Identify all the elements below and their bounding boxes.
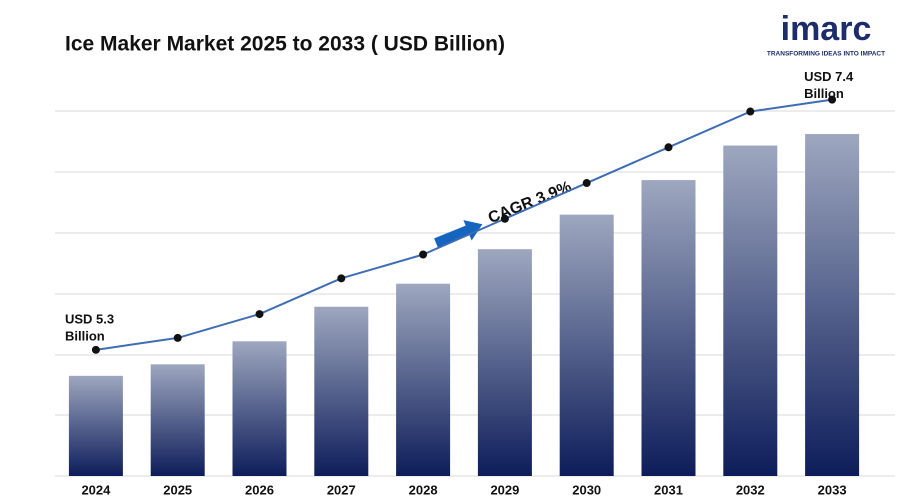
start-label: Billion bbox=[65, 328, 105, 343]
trend-point bbox=[828, 95, 837, 104]
trend-point bbox=[664, 143, 673, 152]
x-tick-label: 2026 bbox=[245, 482, 274, 497]
bar bbox=[477, 249, 532, 476]
trend-line bbox=[95, 98, 833, 351]
bar bbox=[314, 306, 369, 476]
bar bbox=[805, 134, 860, 477]
trend-point bbox=[91, 345, 100, 354]
bar bbox=[723, 145, 778, 476]
trend-point bbox=[500, 214, 509, 223]
x-tick-label: 2030 bbox=[572, 482, 601, 497]
start-label: USD 5.3 bbox=[65, 311, 114, 326]
trend-point bbox=[582, 179, 591, 188]
cagr-arrow bbox=[434, 220, 483, 248]
bar bbox=[232, 341, 287, 476]
trend-point bbox=[173, 333, 182, 342]
logo-tagline: TRANSFORMING IDEAS INTO IMPACT bbox=[767, 51, 885, 58]
chart-title: Ice Maker Market 2025 to 2033 ( USD Bill… bbox=[65, 33, 505, 56]
x-tick-label: 2027 bbox=[327, 482, 356, 497]
x-tick-label: 2032 bbox=[736, 482, 765, 497]
logo: imarc bbox=[781, 10, 872, 48]
x-tick-label: 2025 bbox=[163, 482, 192, 497]
bar bbox=[396, 283, 451, 476]
x-tick-label: 2024 bbox=[81, 482, 111, 497]
bar bbox=[68, 375, 123, 476]
trend-point bbox=[746, 107, 755, 116]
bar bbox=[559, 214, 614, 477]
bar bbox=[150, 364, 205, 476]
trend-point bbox=[337, 274, 346, 283]
end-label: Billion bbox=[804, 86, 844, 101]
x-tick-label: 2028 bbox=[409, 482, 438, 497]
trend-point bbox=[419, 250, 428, 259]
end-label: USD 7.4 bbox=[804, 69, 854, 84]
x-tick-label: 2029 bbox=[490, 482, 519, 497]
x-tick-label: 2033 bbox=[818, 482, 847, 497]
x-tick-label: 2031 bbox=[654, 482, 683, 497]
bar bbox=[641, 180, 696, 476]
trend-point bbox=[255, 310, 264, 319]
